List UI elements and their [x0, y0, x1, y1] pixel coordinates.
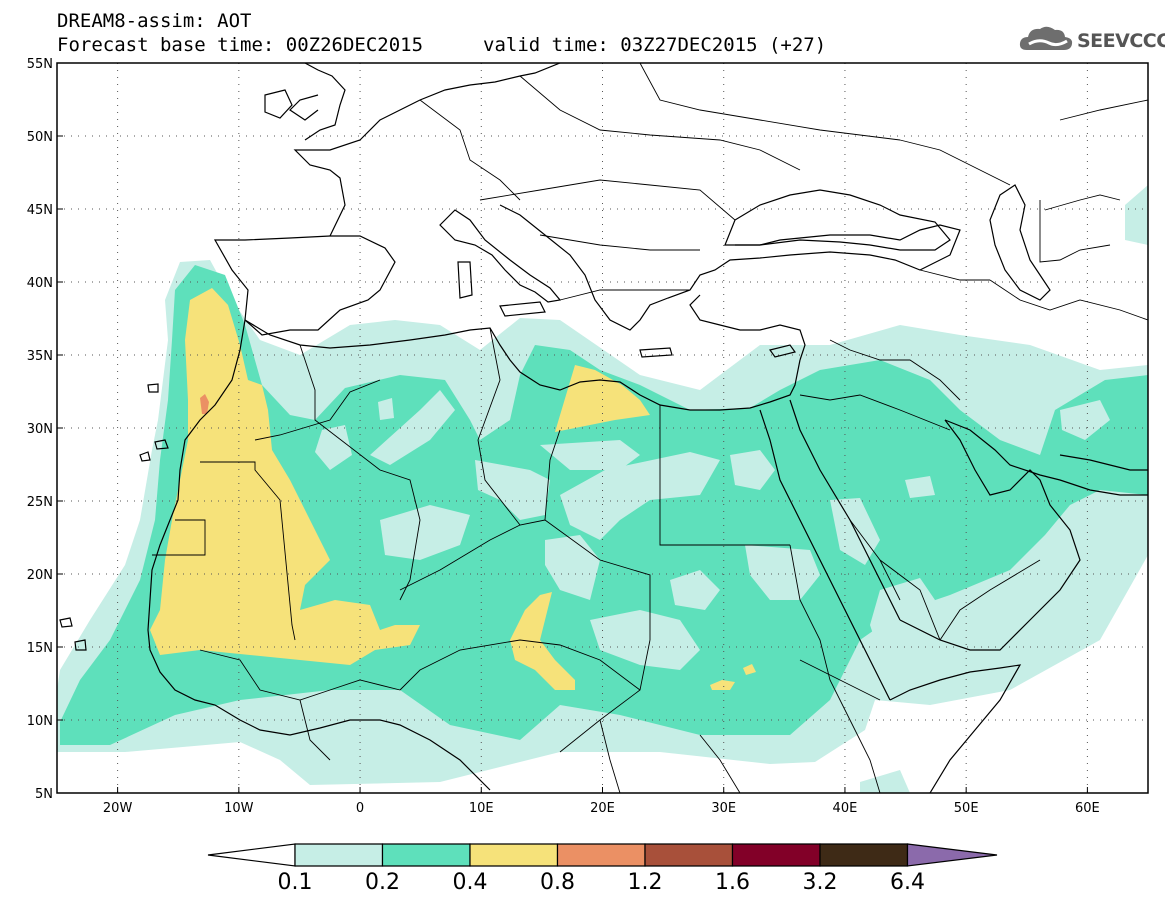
lat-tick-label: 25N	[27, 495, 53, 510]
lon-tick-label: 60E	[1075, 801, 1100, 816]
lat-tick-label: 20N	[27, 568, 53, 583]
lon-tick-label: 30E	[711, 801, 736, 816]
aot-field	[57, 185, 1148, 793]
colorbar-level-label: 0.1	[277, 870, 313, 895]
colorbar	[207, 843, 998, 867]
lat-tick-label: 15N	[27, 641, 53, 656]
lon-tick-label: 10W	[224, 801, 254, 816]
colorbar-swatch	[294, 843, 384, 867]
colorbar-level-label: 0.8	[540, 870, 575, 895]
lat-tick-label: 40N	[27, 276, 53, 291]
borders	[152, 63, 1148, 793]
colorbar-level-label: 6.4	[890, 870, 925, 895]
colorbar-high-arrow	[906, 843, 998, 867]
colorbar-level-label: 1.2	[627, 870, 663, 895]
lat-tick-label: 10N	[27, 714, 53, 729]
base-time: Forecast base time: 00Z26DEC2015	[57, 34, 424, 56]
seevccc-logo: SEEVCCC	[1017, 22, 1165, 56]
colorbar-swatch	[556, 843, 646, 867]
lat-tick-label: 45N	[27, 203, 53, 218]
colorbar-level-label: 0.4	[452, 870, 488, 895]
lon-tick-label: 20E	[590, 801, 615, 816]
lon-tick-labels: 20W 10W 0 10E 20E 30E 40E 50E 60E	[103, 787, 1100, 816]
lat-tick-label: 5N	[35, 787, 53, 802]
colorbar-level-label: 1.6	[715, 870, 750, 895]
lon-tick-label: 10E	[469, 801, 494, 816]
colorbar-level-label: 0.2	[365, 870, 400, 895]
colorbar-level-label: 3.2	[802, 870, 838, 895]
colorbar-swatch	[819, 843, 909, 867]
lon-tick-label: 20W	[103, 801, 133, 816]
lat-tick-label: 55N	[27, 57, 53, 72]
logo-text: SEEVCCC	[1077, 30, 1165, 52]
colorbar-swatch	[469, 843, 559, 867]
colorbar-swatch	[731, 843, 821, 867]
colorbar-low-arrow	[207, 843, 296, 867]
colorbar-swatch	[381, 843, 471, 867]
lat-tick-labels: 5N 10N 15N 20N 25N 30N 35N 40N 45N 50N 55N	[27, 57, 63, 802]
lat-tick-label: 50N	[27, 130, 53, 145]
lon-tick-label: 40E	[833, 801, 858, 816]
coastlines	[59, 63, 1148, 793]
lat-tick-label: 30N	[27, 422, 53, 437]
cloud-icon	[1019, 26, 1073, 50]
lat-tick-label: 35N	[27, 349, 53, 364]
colorbar-swatch	[644, 843, 734, 867]
lon-tick-label: 0	[356, 801, 364, 816]
product-title: DREAM8-assim: AOT	[57, 10, 252, 32]
lon-tick-label: 50E	[954, 801, 979, 816]
valid-time: valid time: 03Z27DEC2015 (+27)	[483, 34, 827, 56]
aot-peak	[200, 394, 209, 414]
